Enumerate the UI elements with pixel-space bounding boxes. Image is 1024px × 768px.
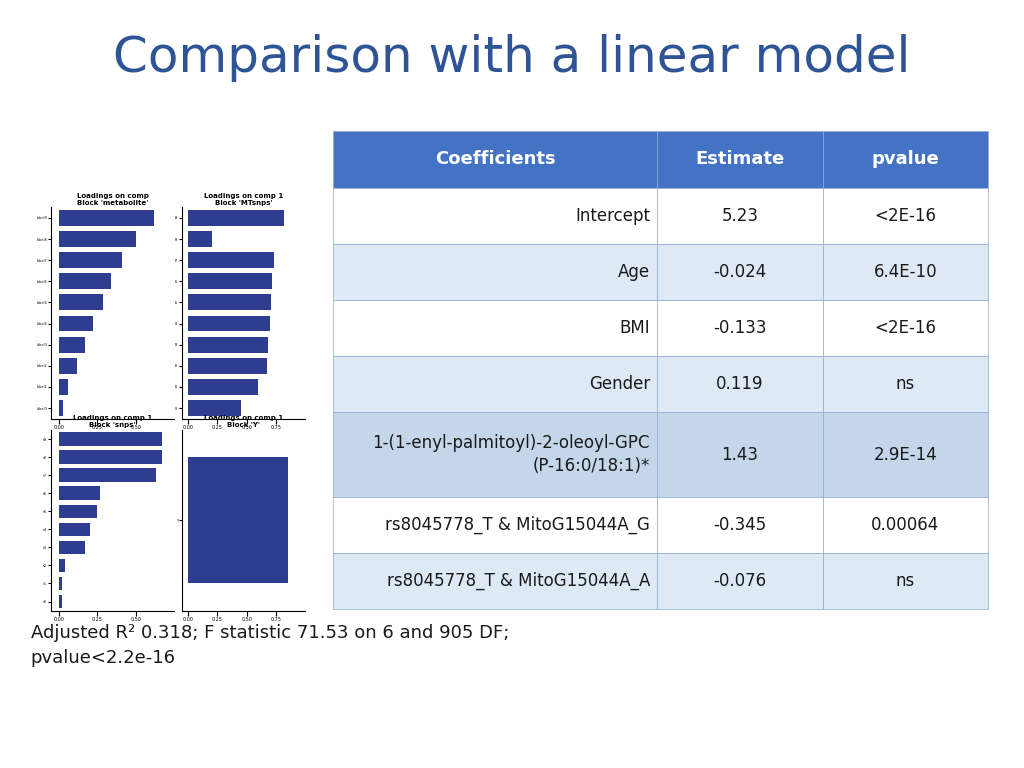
Text: 1-(1-enyl-palmitoyl)-2-oleoyl-GPC
(P-16:0/18:1)*: 1-(1-enyl-palmitoyl)-2-oleoyl-GPC (P-16:… — [373, 434, 650, 475]
Bar — [657, 497, 822, 553]
Text: 0.00064: 0.00064 — [871, 516, 940, 534]
Bar — [188, 252, 273, 268]
Bar — [59, 231, 135, 247]
Bar — [59, 558, 66, 572]
Bar — [333, 412, 657, 497]
Bar — [188, 316, 270, 332]
Bar — [59, 505, 97, 518]
Bar — [822, 300, 988, 356]
Bar — [333, 188, 657, 244]
Bar — [59, 273, 111, 290]
Text: 1.43: 1.43 — [722, 445, 759, 464]
Text: pvalue: pvalue — [871, 151, 939, 168]
Bar — [333, 497, 657, 553]
Bar — [333, 131, 657, 188]
Bar — [333, 300, 657, 356]
Bar — [188, 336, 267, 353]
Bar — [333, 553, 657, 609]
Bar — [657, 244, 822, 300]
Text: Coefficients: Coefficients — [435, 151, 555, 168]
Text: ns: ns — [896, 376, 915, 393]
Text: Estimate: Estimate — [695, 151, 784, 168]
Bar — [59, 468, 156, 482]
Bar — [822, 131, 988, 188]
Bar — [822, 412, 988, 497]
Bar — [188, 273, 272, 290]
Bar — [59, 336, 85, 353]
Bar — [188, 231, 212, 247]
Text: 0.119: 0.119 — [716, 376, 764, 393]
Bar — [188, 358, 266, 374]
Title: Loadings on comp 1
Block 'snps': Loadings on comp 1 Block 'snps' — [73, 415, 153, 429]
Text: BMI: BMI — [620, 319, 650, 337]
Text: -0.076: -0.076 — [714, 572, 767, 590]
Bar — [59, 486, 100, 500]
Bar — [822, 188, 988, 244]
Text: <2E-16: <2E-16 — [874, 319, 936, 337]
Text: -0.345: -0.345 — [714, 516, 767, 534]
Bar — [822, 497, 988, 553]
Text: Age: Age — [617, 263, 650, 281]
Bar — [188, 379, 258, 395]
Title: Loadings on comp
Block 'metabolite': Loadings on comp Block 'metabolite' — [77, 193, 148, 206]
Text: rs8045778_T & MitoG15044A_G: rs8045778_T & MitoG15044A_G — [385, 516, 650, 534]
Bar — [59, 577, 61, 591]
Text: ns: ns — [896, 572, 915, 590]
Bar — [59, 400, 63, 416]
Bar — [188, 210, 284, 226]
Bar — [333, 356, 657, 412]
Text: -0.133: -0.133 — [713, 319, 767, 337]
Title: Loadings on comp 1
Block 'MTsnps': Loadings on comp 1 Block 'MTsnps' — [204, 193, 284, 206]
Text: <2E-16: <2E-16 — [874, 207, 936, 225]
Bar — [822, 356, 988, 412]
Bar — [188, 294, 271, 310]
Bar — [59, 541, 85, 554]
Bar — [59, 522, 90, 536]
Bar — [59, 294, 103, 310]
Text: -0.024: -0.024 — [714, 263, 767, 281]
Bar — [822, 244, 988, 300]
Bar — [59, 358, 78, 374]
Text: 2.9E-14: 2.9E-14 — [873, 445, 937, 464]
Bar — [657, 412, 822, 497]
Text: 5.23: 5.23 — [722, 207, 759, 225]
Bar — [657, 131, 822, 188]
Bar — [188, 457, 288, 584]
Text: rs8045778_T & MitoG15044A_A: rs8045778_T & MitoG15044A_A — [387, 572, 650, 590]
Bar — [59, 594, 61, 608]
Text: 6.4E-10: 6.4E-10 — [873, 263, 937, 281]
Bar — [59, 316, 92, 332]
Bar — [188, 400, 241, 416]
Bar — [59, 450, 162, 464]
Title: Loadings on comp 1
Block 'Y': Loadings on comp 1 Block 'Y' — [204, 415, 284, 429]
Bar — [657, 188, 822, 244]
Bar — [822, 553, 988, 609]
Bar — [657, 553, 822, 609]
Bar — [59, 379, 68, 395]
Bar — [657, 300, 822, 356]
Text: Gender: Gender — [589, 376, 650, 393]
Bar — [59, 252, 122, 268]
Bar — [59, 432, 162, 446]
Bar — [333, 244, 657, 300]
Bar — [657, 356, 822, 412]
Text: Comparison with a linear model: Comparison with a linear model — [114, 34, 910, 81]
Bar — [59, 210, 154, 226]
Text: Intercept: Intercept — [575, 207, 650, 225]
Text: Adjusted R² 0.318; F statistic 71.53 on 6 and 905 DF;
pvalue<2.2e-16: Adjusted R² 0.318; F statistic 71.53 on … — [31, 624, 509, 667]
